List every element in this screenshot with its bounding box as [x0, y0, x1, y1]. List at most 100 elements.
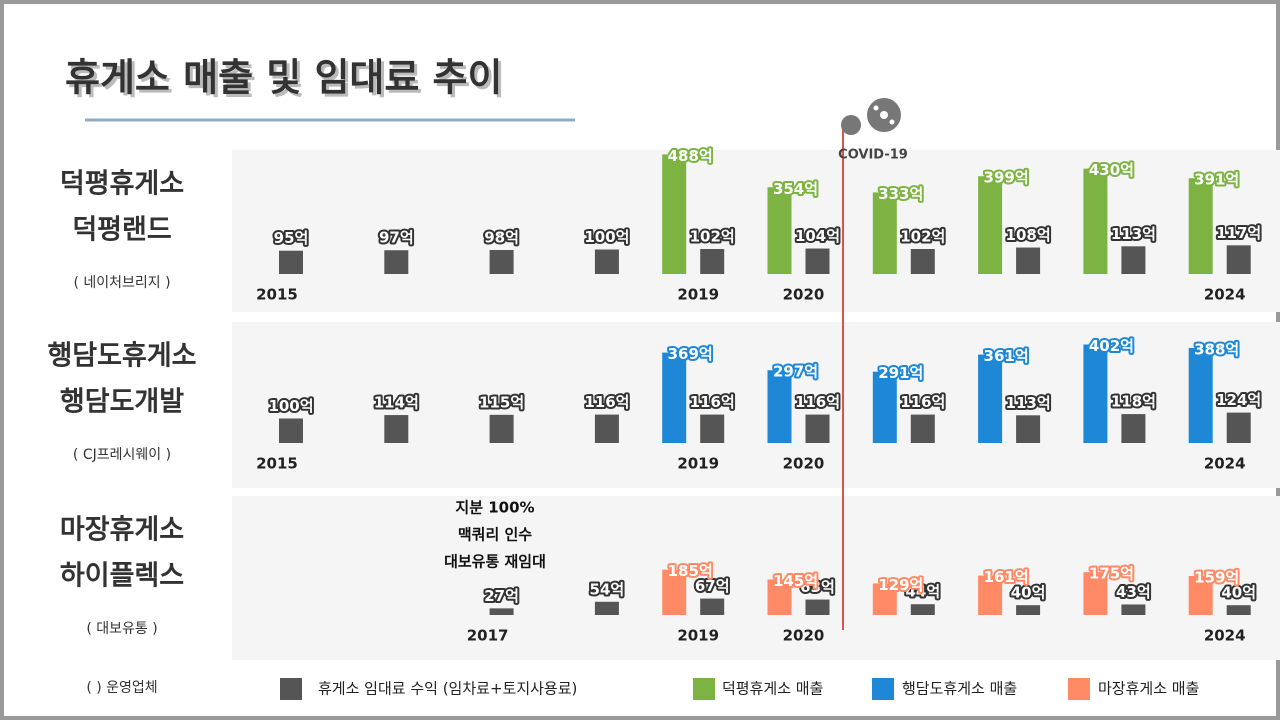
panel-name: 행담도휴게소	[47, 341, 196, 372]
legend-swatch	[693, 678, 715, 700]
year-label: 2015	[256, 455, 298, 473]
value-label: 430억	[1089, 161, 1134, 179]
bar	[1188, 178, 1213, 274]
value-label: 118억	[1111, 393, 1156, 411]
value-label: 40억	[1011, 584, 1046, 602]
annotation: 대보유통 재임대	[444, 553, 546, 571]
bar	[805, 248, 830, 274]
bar	[1226, 245, 1251, 274]
year-label: 2019	[677, 455, 719, 473]
bar	[384, 415, 409, 443]
bar	[872, 371, 897, 443]
bar	[767, 187, 792, 274]
legend-label: 휴게소 임대료 수익 (임차료+토지사용료)	[318, 680, 577, 698]
bar	[489, 608, 514, 615]
value-label: 116억	[690, 393, 735, 411]
year-label: 2015	[256, 286, 298, 304]
value-label: 63억	[800, 578, 835, 596]
title: 휴게소 매출 및 임대료 추이	[65, 56, 502, 100]
value-label: 117억	[1216, 224, 1261, 242]
value-label: 391억	[1194, 171, 1239, 189]
virus-icon	[841, 98, 901, 135]
year-label: 2024	[1204, 286, 1246, 304]
value-label: 43억	[1116, 583, 1151, 601]
year-label: 2019	[677, 627, 719, 645]
bar	[1121, 246, 1146, 274]
value-label: 354억	[773, 180, 818, 198]
bar	[594, 414, 619, 443]
value-label: 175억	[1089, 565, 1134, 583]
bar	[662, 154, 687, 274]
value-label: 40억	[1221, 584, 1256, 602]
bar	[700, 414, 725, 443]
bar	[1226, 605, 1251, 615]
bar	[279, 418, 303, 443]
value-label: 100억	[268, 397, 313, 415]
bar	[767, 579, 792, 615]
value-label: 113억	[1111, 225, 1156, 243]
bar	[767, 370, 792, 443]
operator: ( CJ프레시웨이 )	[73, 447, 171, 463]
value-label: 124억	[1216, 391, 1261, 409]
value-label: 369억	[668, 345, 713, 363]
bar	[1083, 344, 1108, 443]
value-label: 297억	[773, 363, 818, 381]
panel-name: 덕평랜드	[72, 215, 171, 246]
bar	[1188, 576, 1213, 615]
value-label: 333억	[878, 185, 923, 203]
value-label: 399억	[984, 169, 1029, 187]
legend-label: 행담도휴게소 매출	[902, 680, 1017, 698]
value-label: 27억	[484, 587, 519, 605]
value-label: 102억	[900, 228, 945, 246]
title-shadow: 휴게소 매출 및 임대료 추이	[68, 59, 505, 103]
value-label: 116억	[584, 393, 629, 411]
value-label: 67억	[695, 577, 730, 595]
bar	[1083, 572, 1108, 615]
annotation: 맥쿼리 인수	[458, 526, 532, 544]
panel-name: 하이플렉스	[60, 561, 184, 592]
value-label: 402억	[1089, 337, 1134, 355]
operator: ( 네이처브리지 )	[73, 275, 170, 291]
value-label: 114억	[374, 394, 419, 412]
bar	[910, 604, 935, 615]
legend-swatch	[872, 678, 894, 700]
value-label: 116억	[795, 393, 840, 411]
bar	[978, 176, 1003, 274]
value-label: 291억	[878, 364, 923, 382]
legend: 휴게소 임대료 수익 (임차료+토지사용료) 덕평휴게소 매출 행담도휴게소 매출 마…	[280, 678, 1199, 700]
bar	[594, 249, 619, 274]
bar	[700, 598, 725, 615]
value-label: 98억	[484, 228, 519, 246]
year-label: 2024	[1204, 627, 1246, 645]
bar	[700, 249, 725, 274]
bar	[1121, 604, 1146, 615]
year-label: 2020	[783, 455, 825, 473]
value-label: 113억	[1006, 394, 1051, 412]
value-label: 129억	[878, 576, 923, 594]
annotation: 지분 100%	[455, 499, 534, 517]
bar	[489, 414, 514, 443]
value-label: 488억	[668, 147, 713, 165]
value-label: 115억	[479, 393, 524, 411]
value-label: 145억	[773, 572, 818, 590]
bar	[662, 569, 687, 615]
bar	[978, 354, 1003, 443]
value-label: 44억	[905, 583, 940, 601]
value-label: 95억	[274, 229, 309, 247]
value-label: 108억	[1006, 226, 1051, 244]
value-label: 97억	[379, 229, 414, 247]
operator: ( 대보유통 )	[86, 621, 157, 637]
bar	[1121, 414, 1146, 443]
year-label: 2020	[783, 286, 825, 304]
year-label: 2019	[677, 286, 719, 304]
year-label: 2024	[1204, 455, 1246, 473]
legend-label: 마장휴게소 매출	[1098, 680, 1199, 698]
panel-name: 덕평휴게소	[60, 169, 184, 200]
legend-label: 덕평휴게소 매출	[722, 680, 823, 698]
bar	[279, 250, 303, 274]
value-label: 100억	[584, 228, 629, 246]
